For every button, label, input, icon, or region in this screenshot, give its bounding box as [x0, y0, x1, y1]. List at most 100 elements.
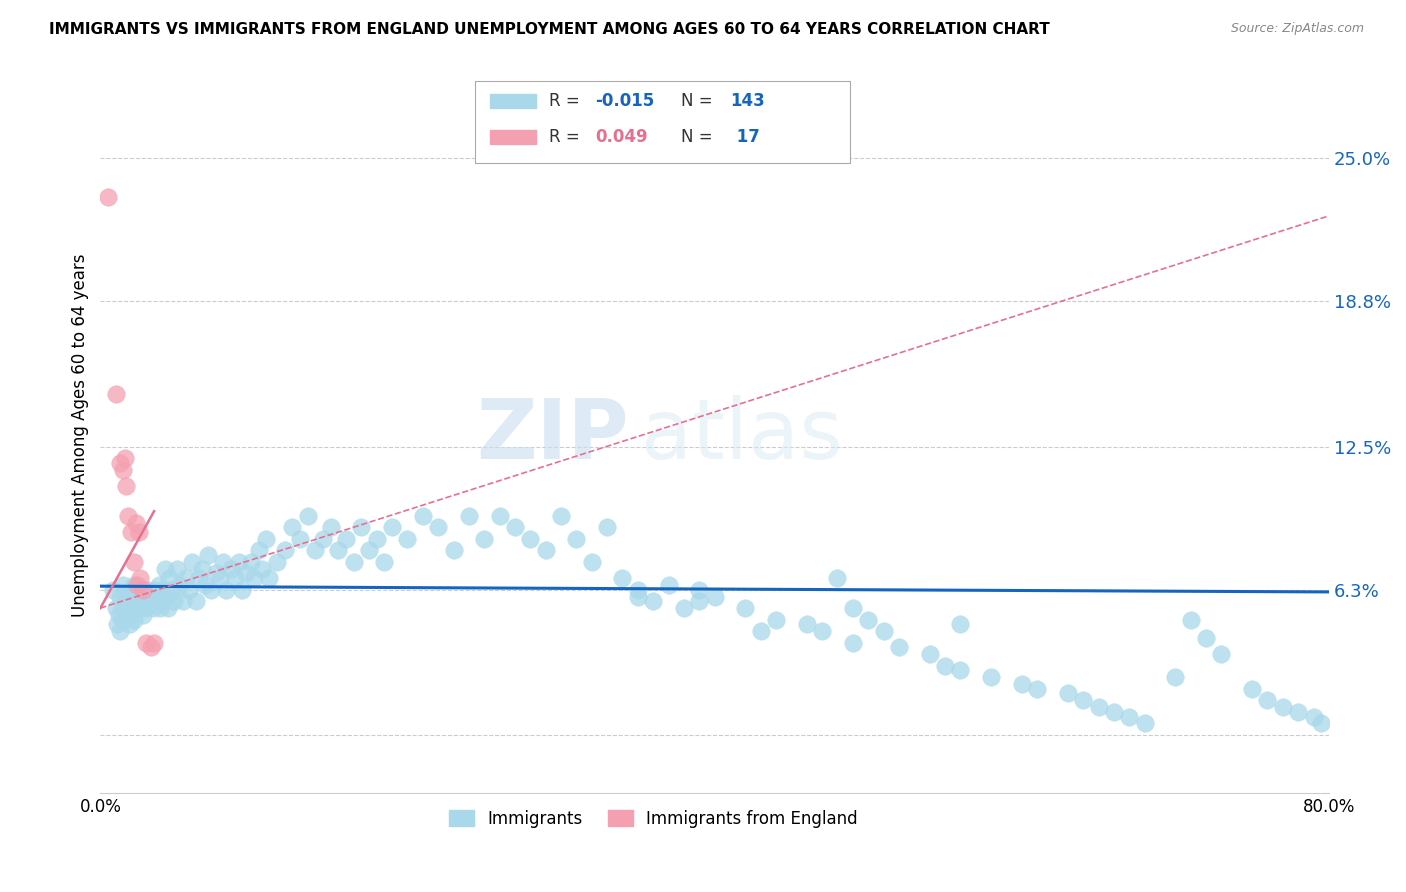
- Point: [980, 670, 1002, 684]
- Text: 143: 143: [731, 92, 765, 110]
- Point: [259, 571, 281, 585]
- Point: [1180, 613, 1202, 627]
- Point: [153, 562, 176, 576]
- Point: [149, 601, 172, 615]
- Point: [107, 607, 129, 622]
- Point: [134, 590, 156, 604]
- Point: [101, 582, 124, 597]
- Point: [224, 571, 246, 585]
- Point: [160, 582, 183, 597]
- Point: [117, 508, 139, 523]
- FancyBboxPatch shape: [489, 129, 537, 144]
- Point: [209, 571, 232, 585]
- Point: [335, 532, 357, 546]
- Text: ZIP: ZIP: [477, 394, 628, 475]
- Point: [381, 520, 404, 534]
- Point: [1271, 700, 1294, 714]
- Point: [132, 582, 155, 597]
- Point: [312, 532, 335, 546]
- Point: [124, 594, 146, 608]
- Point: [231, 582, 253, 597]
- Point: [1195, 631, 1218, 645]
- Point: [112, 613, 135, 627]
- Point: [304, 543, 326, 558]
- Point: [128, 601, 150, 615]
- Point: [458, 508, 481, 523]
- Point: [1026, 681, 1049, 696]
- Point: [228, 555, 250, 569]
- Point: [949, 617, 972, 632]
- Point: [120, 582, 142, 597]
- Point: [657, 578, 679, 592]
- Text: atlas: atlas: [641, 394, 842, 475]
- Point: [169, 578, 191, 592]
- Legend: Immigrants, Immigrants from England: Immigrants, Immigrants from England: [443, 803, 865, 834]
- Point: [887, 640, 910, 655]
- Point: [187, 571, 209, 585]
- Point: [872, 624, 894, 639]
- Text: 17: 17: [731, 128, 759, 145]
- Point: [688, 582, 710, 597]
- Point: [114, 451, 136, 466]
- Point: [1011, 677, 1033, 691]
- Y-axis label: Unemployment Among Ages 60 to 64 years: Unemployment Among Ages 60 to 64 years: [72, 253, 89, 616]
- Point: [319, 520, 342, 534]
- Point: [359, 543, 381, 558]
- Point: [129, 571, 152, 585]
- Text: 0.049: 0.049: [596, 128, 648, 145]
- Point: [519, 532, 541, 546]
- Point: [155, 590, 177, 604]
- Point: [215, 582, 238, 597]
- Point: [132, 607, 155, 622]
- Point: [288, 532, 311, 546]
- Point: [143, 636, 166, 650]
- Point: [143, 582, 166, 597]
- Point: [842, 601, 865, 615]
- Point: [138, 594, 160, 608]
- Point: [135, 601, 157, 615]
- Point: [139, 590, 162, 604]
- Point: [110, 624, 132, 639]
- FancyBboxPatch shape: [489, 94, 537, 108]
- Point: [1056, 686, 1078, 700]
- Point: [503, 520, 526, 534]
- Point: [534, 543, 557, 558]
- Point: [136, 582, 159, 597]
- Point: [254, 532, 277, 546]
- Point: [115, 479, 138, 493]
- Point: [765, 613, 787, 627]
- Point: [118, 617, 141, 632]
- Point: [114, 594, 136, 608]
- Point: [373, 555, 395, 569]
- Point: [105, 617, 128, 632]
- Point: [243, 571, 266, 585]
- Point: [124, 516, 146, 530]
- Point: [328, 543, 350, 558]
- Text: N =: N =: [682, 128, 718, 145]
- Point: [918, 647, 941, 661]
- Point: [152, 594, 174, 608]
- Point: [127, 578, 149, 592]
- Point: [856, 613, 879, 627]
- Point: [212, 555, 235, 569]
- Text: R =: R =: [548, 92, 585, 110]
- Point: [176, 571, 198, 585]
- Point: [110, 590, 132, 604]
- Point: [412, 508, 434, 523]
- Point: [596, 520, 619, 534]
- Point: [117, 590, 139, 604]
- Point: [166, 562, 188, 576]
- Point: [163, 594, 186, 608]
- Point: [148, 578, 170, 592]
- Point: [200, 582, 222, 597]
- Point: [239, 555, 262, 569]
- Point: [1164, 670, 1187, 684]
- Point: [1071, 693, 1094, 707]
- Point: [565, 532, 588, 546]
- Point: [427, 520, 450, 534]
- Point: [1286, 705, 1309, 719]
- Point: [734, 601, 756, 615]
- Point: [281, 520, 304, 534]
- Point: [131, 594, 153, 608]
- Point: [1310, 716, 1333, 731]
